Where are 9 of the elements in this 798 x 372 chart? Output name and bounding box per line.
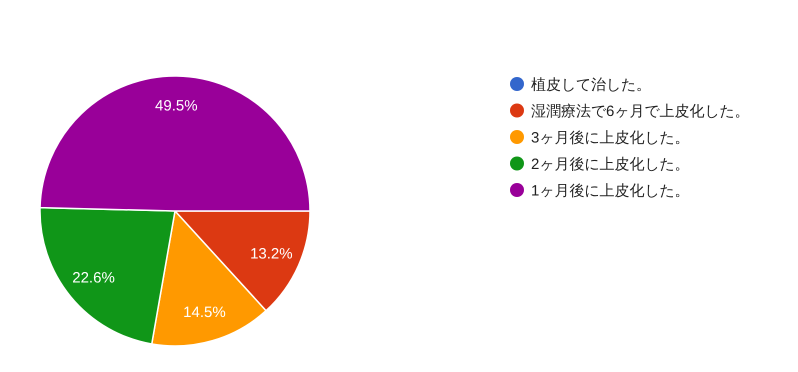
data-label: 14.5% bbox=[183, 304, 226, 322]
data-label: 49.5% bbox=[155, 98, 198, 115]
legend-label: 3ヶ月後に上皮化した。 bbox=[531, 130, 690, 146]
legend-label: 植皮して治した。 bbox=[531, 76, 651, 94]
legend-label: 湿潤療法で6ヶ月で上皮化した。 bbox=[531, 103, 750, 120]
legend-label: 1ヶ月後に上皮化した。 bbox=[531, 182, 690, 200]
legend-label: 2ヶ月後に上皮化した。 bbox=[531, 156, 690, 173]
data-label: 22.6% bbox=[72, 270, 115, 287]
data-label: 13.2% bbox=[250, 246, 293, 263]
